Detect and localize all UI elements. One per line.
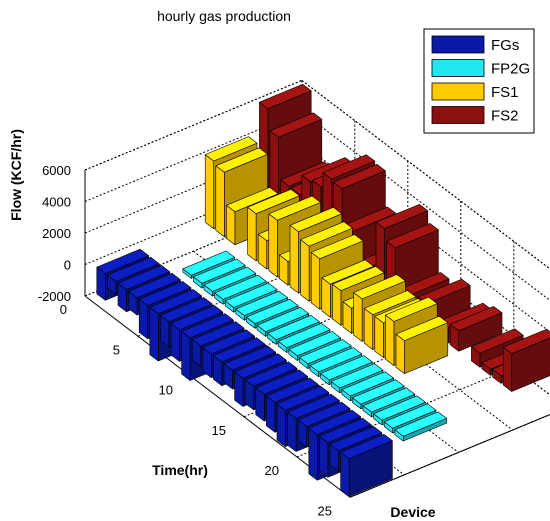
legend: FGs FP2G FS1 FS2: [423, 28, 535, 134]
z-tick-label: 6000: [42, 163, 71, 178]
y-axis-label: Flow (KCF/hr): [8, 129, 24, 221]
grid-line: [301, 111, 550, 302]
z-tick-label: 2000: [42, 226, 71, 241]
legend-swatch: [431, 35, 485, 54]
legend-label: FS1: [491, 84, 519, 101]
axis-edge: [349, 414, 550, 498]
time-tick-label: 25: [318, 503, 332, 518]
legend-label: FGs: [491, 37, 519, 54]
time-tick-label: 0: [60, 302, 67, 317]
z-tick-label: 0: [64, 258, 71, 273]
x-axis-label: Time(hr): [152, 462, 208, 478]
grid-line: [84, 142, 302, 234]
z-tick-label: -2000: [38, 289, 71, 304]
grid-line: [301, 143, 550, 333]
bar-FP2G-24: [394, 411, 447, 442]
grid-line: [84, 174, 302, 265]
bar-FS2-24: [502, 328, 550, 392]
legend-label: FP2G: [491, 61, 530, 78]
z-tick-label: 4000: [42, 195, 71, 210]
legend-swatch: [431, 59, 485, 77]
axis-edge: [301, 80, 550, 270]
legend-label: FS2: [491, 108, 519, 125]
legend-swatch: [431, 106, 485, 124]
bar-FS1-19: [395, 315, 449, 374]
axis-edge: [84, 79, 302, 171]
bar-FS2-19: [449, 306, 503, 352]
time-tick-label: 5: [113, 342, 120, 357]
bar-FGs-24: [340, 433, 393, 497]
z-axis-label: Device: [390, 504, 435, 520]
grid-line: [247, 228, 513, 431]
bar-group: [96, 84, 550, 497]
legend-swatch: [431, 82, 485, 101]
time-tick-label: 15: [212, 423, 226, 438]
axis-edge: [84, 295, 351, 498]
time-tick-label: 20: [265, 463, 279, 478]
grid-line: [84, 111, 302, 202]
time-tick-label: 10: [159, 383, 173, 398]
chart-title: hourly gas production: [157, 8, 291, 24]
